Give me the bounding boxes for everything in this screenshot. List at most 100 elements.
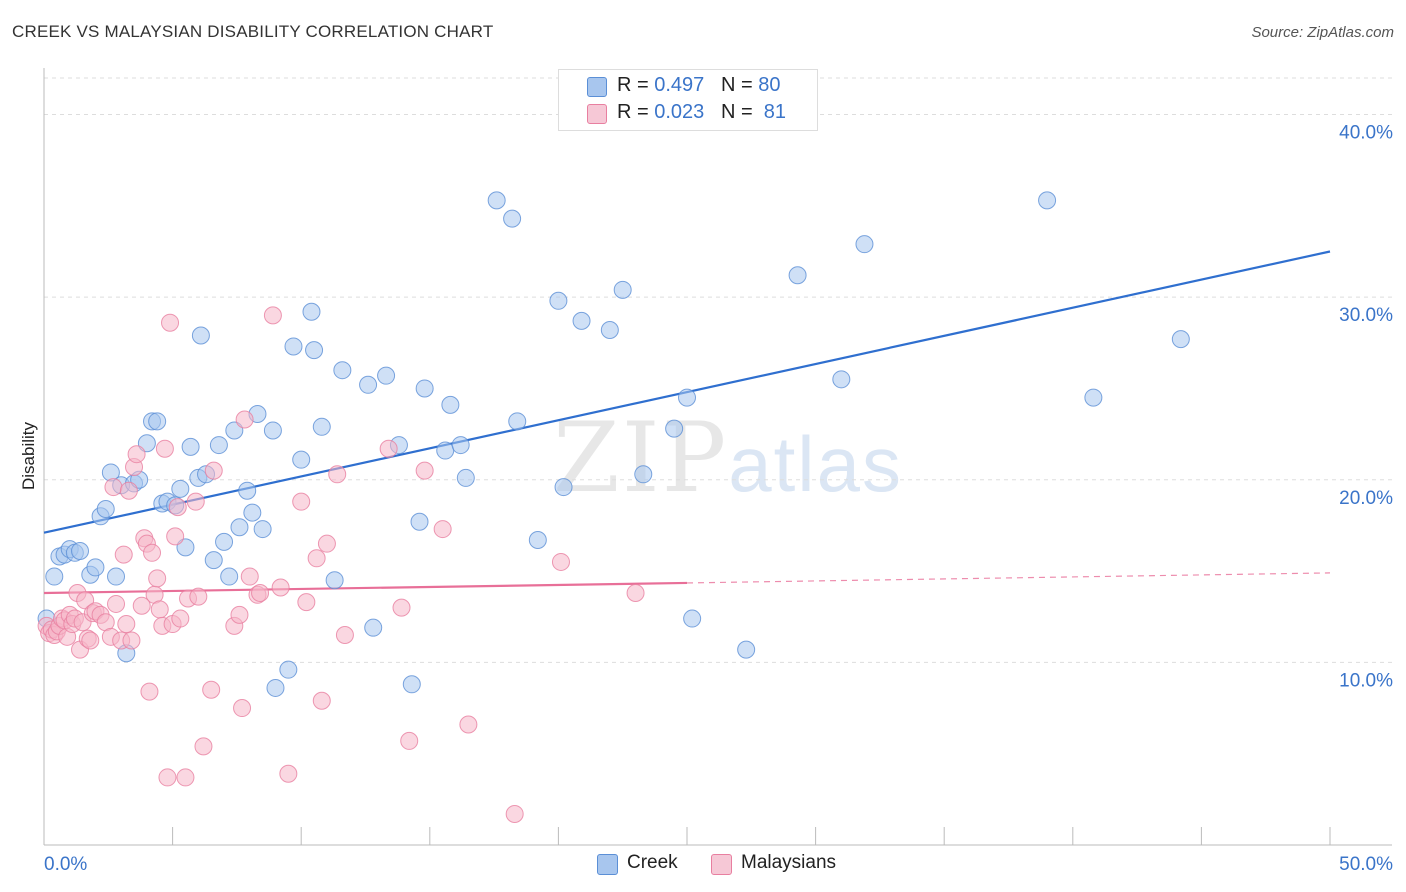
creek-point: [305, 341, 324, 360]
creek-point: [451, 436, 470, 455]
malaysians-point: [292, 492, 311, 511]
malaysians-point: [233, 699, 252, 718]
axes: [43, 68, 1392, 846]
creek-point: [1171, 330, 1190, 349]
creek-point: [333, 361, 352, 380]
creek-point: [788, 266, 807, 285]
creek-point: [377, 366, 396, 385]
creek-point: [1084, 388, 1103, 407]
malaysians-point: [279, 764, 298, 783]
creek-point: [45, 567, 64, 586]
malaysians-point: [127, 445, 146, 464]
creek-point: [572, 311, 591, 330]
malaysians-point: [171, 609, 190, 628]
creek-point: [71, 541, 90, 560]
creek-point: [292, 450, 311, 469]
malaysians-point: [263, 306, 282, 325]
bottom-legend-swatch-creek: [597, 854, 618, 875]
malaysians-point: [117, 615, 136, 634]
malaysians-trend-line: [43, 581, 688, 595]
malaysians-point: [400, 731, 419, 750]
creek-point: [737, 640, 756, 659]
creek-point: [665, 419, 684, 438]
legend-n-label: N =: [720, 101, 759, 123]
malaysians-trend-line-dashed: [686, 572, 1331, 584]
malaysians-point: [312, 691, 331, 710]
creek-point: [832, 370, 851, 389]
malaysians-point: [230, 605, 249, 624]
creek-point: [284, 337, 303, 356]
watermark-zip: ZIP: [553, 402, 729, 514]
malaysians-point: [202, 680, 221, 699]
watermark: ZIPatlas: [553, 402, 903, 514]
legend-r-label: R =: [617, 74, 655, 96]
legend-n-value-malaysians: 81: [763, 101, 787, 123]
malaysians-point: [626, 583, 645, 602]
creek-point: [359, 375, 378, 394]
malaysians-point: [194, 737, 213, 756]
creek-point: [171, 479, 190, 498]
bottom-legend-label-malaysians: Malaysians: [741, 852, 837, 873]
legend-swatch-malaysians: [587, 104, 607, 124]
malaysians-point: [158, 768, 177, 787]
legend-r-value-creek: 0.497: [654, 74, 705, 96]
creek-point: [415, 379, 434, 398]
creek-point: [266, 678, 285, 697]
creek-point: [1038, 191, 1057, 210]
malaysians-point: [307, 549, 326, 568]
malaysians-point: [143, 543, 162, 562]
malaysians-point: [379, 439, 398, 458]
malaysians-point: [155, 439, 174, 458]
malaysians-point: [392, 598, 411, 617]
creek-point: [204, 551, 223, 570]
malaysians-point: [335, 625, 354, 644]
creek-point: [600, 321, 619, 340]
y-tick-label: 40.0%: [1339, 123, 1393, 144]
creek-point: [209, 436, 228, 455]
creek-point: [456, 468, 475, 487]
malaysians-point: [551, 552, 570, 571]
creek-point: [137, 434, 156, 453]
creek-point: [215, 532, 234, 551]
data-points: [37, 191, 1190, 823]
creek-point: [96, 499, 115, 518]
creek-point: [148, 412, 167, 431]
y-tick-label: 10.0%: [1339, 670, 1393, 691]
malaysians-point: [81, 631, 100, 650]
creek-point: [364, 618, 383, 637]
malaysians-point: [122, 631, 141, 650]
creek-point: [312, 417, 331, 436]
creek-point: [436, 441, 455, 460]
malaysians-point: [251, 583, 270, 602]
malaysians-point: [166, 527, 185, 546]
creek-point: [503, 209, 522, 228]
legend: R = 0.497 N = 80 R = 0.023 N = 81: [558, 69, 818, 131]
malaysians-point: [140, 682, 159, 701]
creek-point: [554, 478, 573, 497]
watermark-atlas: atlas: [728, 420, 903, 508]
malaysians-point: [107, 594, 126, 613]
creek-point: [107, 567, 126, 586]
malaysians-point: [415, 461, 434, 480]
legend-r-label: R =: [617, 101, 655, 123]
y-axis-label: Disability: [19, 421, 38, 490]
malaysians-point: [297, 593, 316, 612]
malaysians-point: [150, 600, 169, 619]
creek-point: [220, 567, 239, 586]
creek-point: [410, 512, 429, 531]
creek-point: [528, 531, 547, 550]
malaysians-point: [505, 804, 524, 823]
malaysians-point: [168, 498, 187, 517]
x-tick-label: 50.0%: [1339, 854, 1393, 875]
legend-swatch-creek: [587, 77, 607, 97]
x-tick-label: 0.0%: [44, 854, 87, 875]
bottom-legend-label-creek: Creek: [627, 852, 678, 873]
creek-point: [613, 280, 632, 299]
y-tick-label: 20.0%: [1339, 488, 1393, 509]
malaysians-point: [132, 596, 151, 615]
creek-point: [487, 191, 506, 210]
legend-n-label: N =: [720, 74, 759, 96]
creek-point: [230, 518, 249, 537]
creek-point: [678, 388, 696, 407]
creek-point: [176, 538, 195, 557]
